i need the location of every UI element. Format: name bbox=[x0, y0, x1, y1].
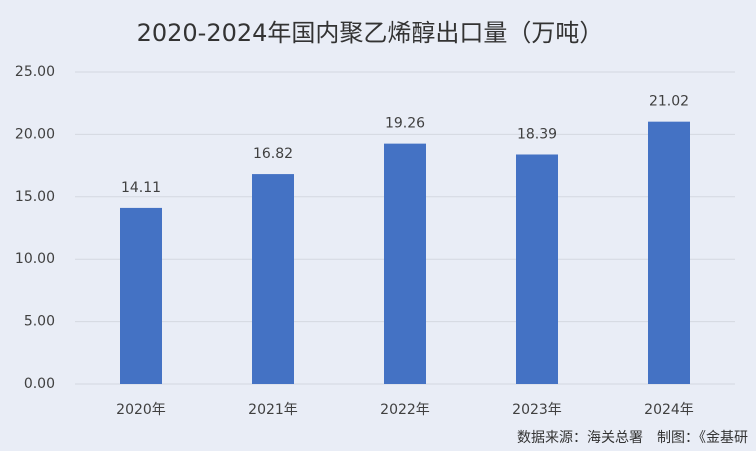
x-tick-label: 2021年 bbox=[248, 402, 298, 418]
value-label: 21.02 bbox=[649, 94, 689, 110]
y-tick-label: 10.00 bbox=[15, 251, 55, 267]
y-tick-label: 5.00 bbox=[24, 314, 55, 330]
bar bbox=[120, 207, 162, 384]
bar bbox=[516, 154, 558, 384]
bar bbox=[384, 143, 426, 384]
y-tick-label: 25.00 bbox=[15, 64, 55, 80]
x-tick-label: 2020年 bbox=[116, 402, 166, 418]
value-label: 18.39 bbox=[517, 126, 557, 142]
chart-title: 2020-2024年国内聚乙烯醇出口量（万吨） bbox=[137, 19, 604, 47]
x-tick-label: 2023年 bbox=[512, 402, 562, 418]
x-tick-label: 2022年 bbox=[380, 402, 430, 418]
value-label: 16.82 bbox=[253, 146, 293, 162]
bar bbox=[252, 174, 294, 384]
x-tick-label: 2024年 bbox=[644, 402, 694, 418]
y-tick-label: 0.00 bbox=[24, 376, 55, 392]
bar bbox=[648, 121, 690, 384]
y-tick-label: 15.00 bbox=[15, 189, 55, 205]
source-note: 数据来源：海关总署 制图：《金基研 bbox=[517, 429, 748, 446]
y-tick-label: 20.00 bbox=[15, 126, 55, 142]
value-label: 19.26 bbox=[385, 116, 425, 132]
value-label: 14.11 bbox=[121, 180, 161, 196]
